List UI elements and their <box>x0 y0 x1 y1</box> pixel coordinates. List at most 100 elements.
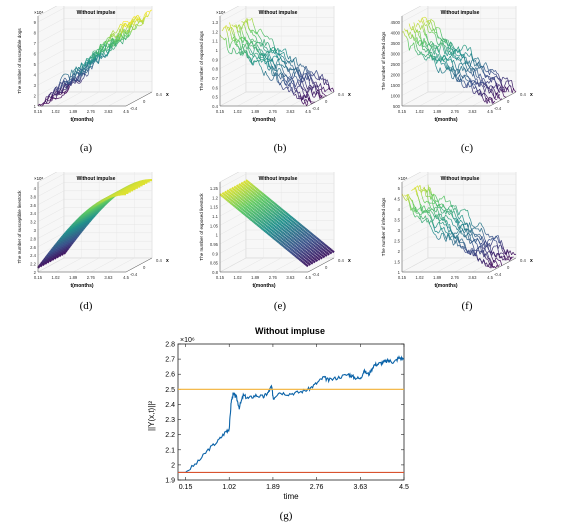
x-tick-label: 1.02 <box>416 109 425 114</box>
z-tick-label: 7 <box>34 41 37 46</box>
z-tick-label: 1000 <box>391 94 401 99</box>
x-tick-label: 4.5 <box>399 484 409 491</box>
z-tick-label: 1.15 <box>210 205 219 210</box>
x-tick-label: 3.63 <box>353 484 367 491</box>
caption-g: (g) <box>279 510 293 522</box>
z-axis-label: The number of exposed dogs <box>199 30 204 90</box>
x-tick-label: 1.02 <box>234 275 243 280</box>
z-tick-label: 2.6 <box>30 245 36 250</box>
panel-b: 0.4 0.5 0.6 0.7 0.8 0.9 1 1.1 1.2 1.3 0.15 1.02 1.89… <box>190 1 366 141</box>
z-tick-label: 1.2 <box>212 195 218 200</box>
z-axis-label: The number of exposed livestock <box>199 193 204 261</box>
y-tick-label: 0 <box>143 99 146 104</box>
y-axis-label: x <box>530 92 533 98</box>
z-tick-label: 0.85 <box>210 261 219 266</box>
z-tick-label: 0.9 <box>212 251 218 256</box>
plot-area <box>177 343 405 481</box>
z-tick-label: 1 <box>216 233 219 238</box>
z-tick-label: 1500 <box>391 83 401 88</box>
y-tick-label: 2.6 <box>165 372 175 379</box>
y-axis-label: x <box>348 92 351 98</box>
left-wall <box>219 1 247 107</box>
x-axis-label: t(months) <box>252 283 275 289</box>
z-tick-label: 3.5 <box>394 218 400 223</box>
x-tick-label: 4.5 <box>123 109 129 114</box>
x-tick-label: 0.15 <box>179 484 193 491</box>
line-chart: Without impluse ×10⁶ time ||Y(x,t)||² 1.… <box>140 322 420 507</box>
y-tick-label: -0.4 <box>494 272 502 277</box>
y-tick-label: 2.2 <box>165 432 175 439</box>
panel-c: 500 1000 1500 2000 2500 3000 3500 4000 4500 0.15 1… <box>372 1 548 141</box>
z-tick-label: 4 <box>34 186 37 191</box>
panel-title: Without impulse <box>77 176 116 182</box>
z-tick-label: 3 <box>34 83 37 88</box>
y-axis <box>489 257 517 273</box>
x-tick-label: 2.76 <box>87 109 96 114</box>
y-tick-label: 0.4 <box>338 258 344 263</box>
x-tick-label: 2.76 <box>451 109 460 114</box>
y-tick-label: 2.4 <box>165 402 175 409</box>
y-tick-label: 0 <box>143 265 146 270</box>
y-axis-label: x <box>348 258 351 264</box>
x-tick-label: 0.15 <box>398 275 407 280</box>
z-tick-label: 0.95 <box>210 242 219 247</box>
x-axis-label: t(months) <box>434 283 457 289</box>
z-tick-label: 4000 <box>391 31 401 36</box>
z-tick-label: 500 <box>393 104 401 109</box>
z-tick-label: 4 <box>398 207 401 212</box>
y-tick-label: 1.9 <box>165 478 175 485</box>
y-axis <box>307 257 335 273</box>
x-tick-label: 4.5 <box>305 109 311 114</box>
x-tick-label: 2.76 <box>310 484 324 491</box>
x-tick-label: 4.5 <box>123 275 129 280</box>
z-tick-label: 3000 <box>391 52 401 57</box>
x-axis-label: t(months) <box>70 117 93 123</box>
z-tick-label: 1.2 <box>212 29 218 34</box>
z-tick-label: 1 <box>34 104 37 109</box>
caption-f: (f) <box>461 300 473 312</box>
y-tick-label: -0.4 <box>130 272 138 277</box>
z-axis-label: The number of susceptible dogs <box>17 28 22 94</box>
chart-y-label: ||Y(x,t)||² <box>147 401 156 431</box>
x-tick-label: 1.89 <box>433 109 442 114</box>
z-tick-label: 1.05 <box>210 223 219 228</box>
panel-title: Without impulse <box>259 176 298 182</box>
x-tick-label: 2.76 <box>269 109 278 114</box>
z-tick-label: 2.2 <box>30 262 36 267</box>
panel-a: 1 2 3 4 5 6 7 8 9 0.15 1.02 1.89 2.76 3.63 4.5 0.4 0 -0.4… <box>8 1 184 141</box>
caption-a: (a) <box>79 142 93 154</box>
y-axis <box>489 91 517 107</box>
y-axis <box>307 91 335 107</box>
x-tick-label: 1.89 <box>251 109 260 114</box>
z-tick-label: 2 <box>398 249 401 254</box>
x-tick-label: 1.89 <box>266 484 280 491</box>
z-tick-label: 3.8 <box>30 194 36 199</box>
x-tick-label: 1.02 <box>234 109 243 114</box>
panel-title: Without impulse <box>441 176 480 182</box>
x-tick-label: 3.63 <box>286 109 295 114</box>
z-tick-label: 4 <box>34 73 37 78</box>
z-tick-label: 1.1 <box>212 214 218 219</box>
y-axis-label: x <box>166 92 169 98</box>
z-tick-label: 1 <box>398 270 401 275</box>
caption-b: (b) <box>273 142 287 154</box>
y-tick-label: -0.4 <box>312 272 320 277</box>
z-tick-label: 0.7 <box>212 76 218 81</box>
y-tick-label: 0 <box>507 265 510 270</box>
z-tick-label: 3 <box>34 228 37 233</box>
chart-title: Without impluse <box>255 326 325 336</box>
x-tick-label: 0.15 <box>216 109 225 114</box>
z-tick-label: 5 <box>398 186 401 191</box>
x-tick-label: 4.5 <box>487 275 493 280</box>
y-tick-label: 2.3 <box>165 417 175 424</box>
x-tick-label: 1.02 <box>222 484 236 491</box>
y-axis <box>125 91 153 107</box>
z-tick-label: 3500 <box>391 41 401 46</box>
y-tick-label: 2.1 <box>165 447 175 454</box>
caption-d: (d) <box>79 300 93 312</box>
y-tick-label: 0.4 <box>338 92 344 97</box>
x-tick-label: 3.63 <box>104 109 113 114</box>
x-axis-label: t(months) <box>70 283 93 289</box>
panel-title: Without impulse <box>77 10 116 16</box>
z-tick-label: 2.5 <box>394 239 400 244</box>
